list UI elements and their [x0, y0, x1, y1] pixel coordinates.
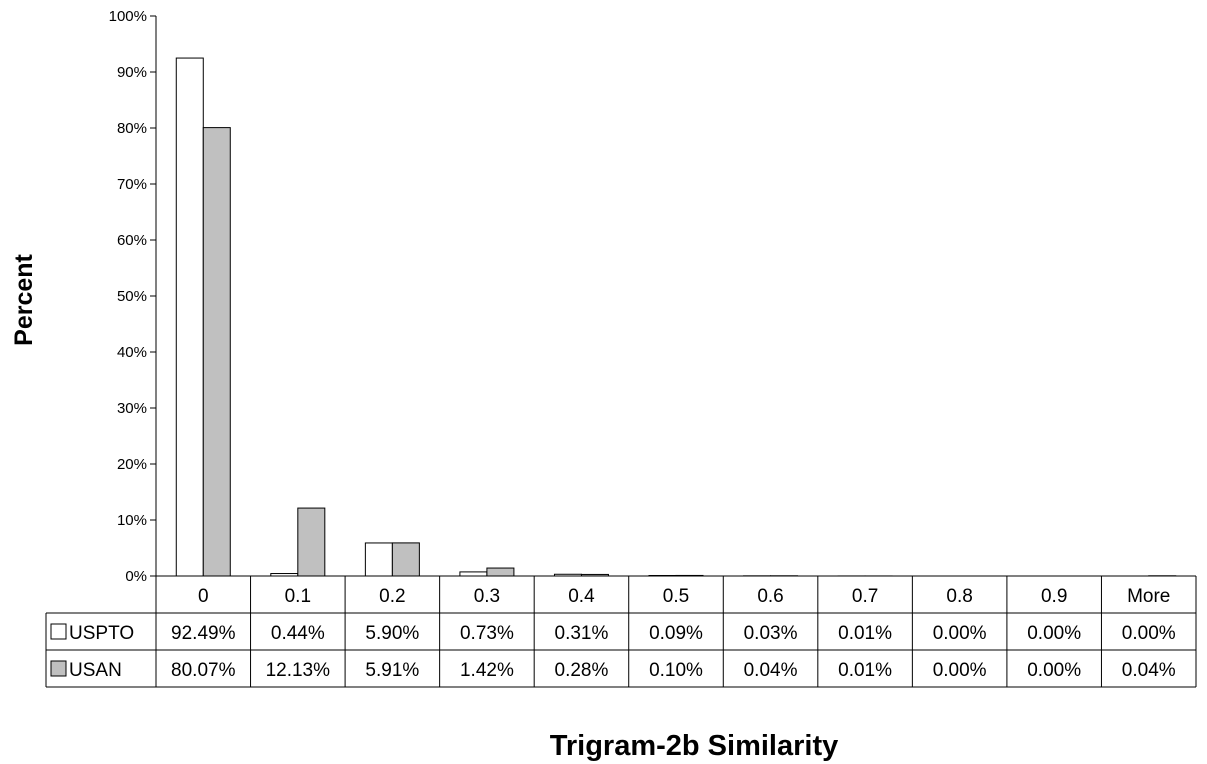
data-label: 0.03%: [744, 623, 798, 644]
y-tick-label: 40%: [117, 344, 147, 361]
x-tick-label: 0.9: [1041, 586, 1067, 607]
data-label: 0.09%: [649, 623, 703, 644]
data-label: 5.90%: [365, 623, 419, 644]
y-tick-label: 90%: [117, 64, 147, 81]
data-label: 0.04%: [744, 660, 798, 681]
x-tick-label: 0: [198, 586, 209, 607]
x-axis-label: Trigram-2b Similarity: [550, 730, 839, 762]
y-tick-label: 100%: [109, 8, 147, 25]
y-tick-label: 0%: [125, 568, 147, 585]
bar-uspto: [459, 571, 488, 577]
x-tick-label: 0.6: [757, 586, 783, 607]
data-label: 0.44%: [271, 623, 325, 644]
legend-swatch-uspto: [50, 623, 67, 640]
bar-usan: [391, 542, 420, 577]
data-label: 0.10%: [649, 660, 703, 681]
legend-swatch-usan: [50, 660, 67, 677]
data-label: 0.28%: [555, 660, 609, 681]
x-tick-label: 0.8: [946, 586, 972, 607]
bar-usan: [202, 127, 231, 577]
bar-usan: [297, 507, 326, 577]
y-tick-label: 20%: [117, 456, 147, 473]
data-label: 92.49%: [171, 623, 236, 644]
data-label: 0.00%: [1027, 660, 1081, 681]
x-tick-label: 0.2: [379, 586, 405, 607]
legend-label-uspto: USPTO: [69, 623, 134, 644]
bar-usan: [486, 567, 515, 577]
data-label: 12.13%: [266, 660, 331, 681]
data-label: 80.07%: [171, 660, 236, 681]
y-tick-label: 70%: [117, 176, 147, 193]
data-label: 1.42%: [460, 660, 514, 681]
x-tick-label: 0.1: [285, 586, 311, 607]
y-tick-label: 30%: [117, 400, 147, 417]
x-tick-label: 0.3: [474, 586, 500, 607]
bar-uspto: [175, 57, 204, 577]
data-label: 0.00%: [933, 623, 987, 644]
x-tick-label: 0.7: [852, 586, 878, 607]
data-label: 0.00%: [1027, 623, 1081, 644]
data-label: 0.01%: [838, 660, 892, 681]
data-label: 0.00%: [933, 660, 987, 681]
y-tick-label: 10%: [117, 512, 147, 529]
data-label: 0.31%: [555, 623, 609, 644]
x-tick-label: 0.4: [568, 586, 595, 607]
data-label: 0.73%: [460, 623, 514, 644]
legend-label-usan: USAN: [69, 660, 122, 681]
y-tick-label: 50%: [117, 288, 147, 305]
data-label: 5.91%: [365, 660, 419, 681]
data-label: 0.04%: [1122, 660, 1176, 681]
y-axis-label: Percent: [10, 253, 38, 345]
x-tick-label: 0.5: [663, 586, 689, 607]
x-tick-label: More: [1127, 586, 1170, 607]
data-label: 0.01%: [838, 623, 892, 644]
bar-uspto: [364, 542, 393, 577]
y-tick-label: 60%: [117, 232, 147, 249]
y-tick-label: 80%: [117, 120, 147, 137]
data-label: 0.00%: [1122, 623, 1176, 644]
